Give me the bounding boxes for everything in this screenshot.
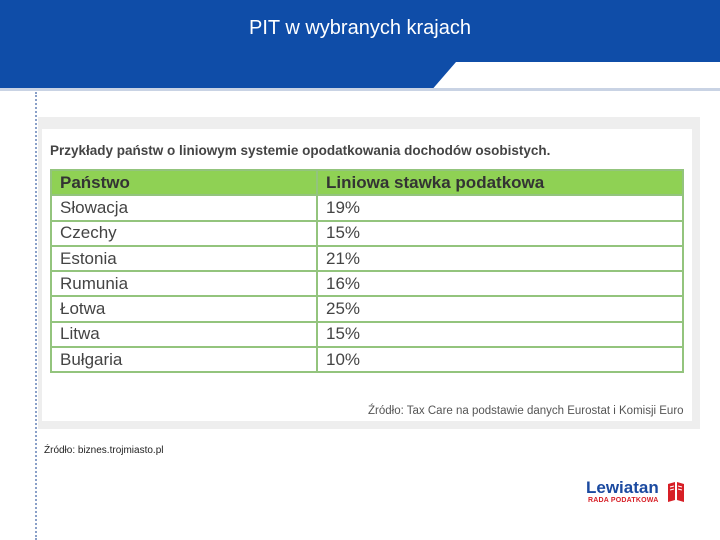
header-cut-shape — [430, 62, 720, 92]
rate-cell: 21% — [316, 244, 684, 273]
country-cell: Litwa — [50, 320, 318, 349]
logo-subtitle: RADA PODATKOWA — [588, 497, 659, 504]
table-image-panel: Przykłady państw o liniowym systemie opo… — [38, 117, 700, 429]
country-cell: Bułgaria — [50, 346, 318, 374]
logo-book-icon — [668, 482, 684, 502]
slide-title: PIT w wybranych krajach — [249, 17, 471, 39]
table-image-inner: Przykłady państw o liniowym systemie opo… — [42, 129, 692, 421]
rate-cell: 19% — [316, 194, 684, 222]
slide-source-note: Źródło: biznes.trojmiasto.pl — [44, 445, 164, 456]
rate-cell: 10% — [316, 346, 684, 374]
rate-cell: 15% — [316, 219, 684, 247]
country-cell: Estonia — [50, 244, 318, 273]
country-cell: Łotwa — [50, 295, 318, 323]
table-row: Litwa 15% — [50, 320, 684, 349]
rate-cell: 15% — [316, 320, 684, 349]
country-cell: Słowacja — [50, 194, 318, 222]
table-caption: Przykłady państw o liniowym systemie opo… — [50, 143, 551, 158]
table-row: Czechy 15% — [50, 219, 684, 247]
table-source-note: Źródło: Tax Care na podstawie danych Eur… — [368, 405, 684, 417]
dotted-divider — [35, 92, 37, 540]
header-country: Państwo — [50, 168, 318, 197]
table-row: Bułgaria 10% — [50, 346, 684, 374]
table-row: Rumunia 16% — [50, 270, 684, 298]
header-rate: Liniowa stawka podatkowa — [316, 168, 684, 197]
rate-cell: 25% — [316, 295, 684, 323]
table-row: Estonia 21% — [50, 244, 684, 273]
tax-rate-table: Państwo Liniowa stawka podatkowa Słowacj… — [50, 168, 684, 374]
table-row: Słowacja 19% — [50, 194, 684, 222]
table-header-row: Państwo Liniowa stawka podatkowa — [50, 168, 684, 197]
rate-cell: 16% — [316, 270, 684, 298]
table-row: Łotwa 25% — [50, 295, 684, 323]
country-cell: Rumunia — [50, 270, 318, 298]
logo-wordmark: Lewiatan — [586, 478, 659, 497]
header-divider — [0, 88, 720, 91]
country-cell: Czechy — [50, 219, 318, 247]
lewiatan-logo: Lewiatan RADA PODATKOWA — [586, 478, 690, 508]
